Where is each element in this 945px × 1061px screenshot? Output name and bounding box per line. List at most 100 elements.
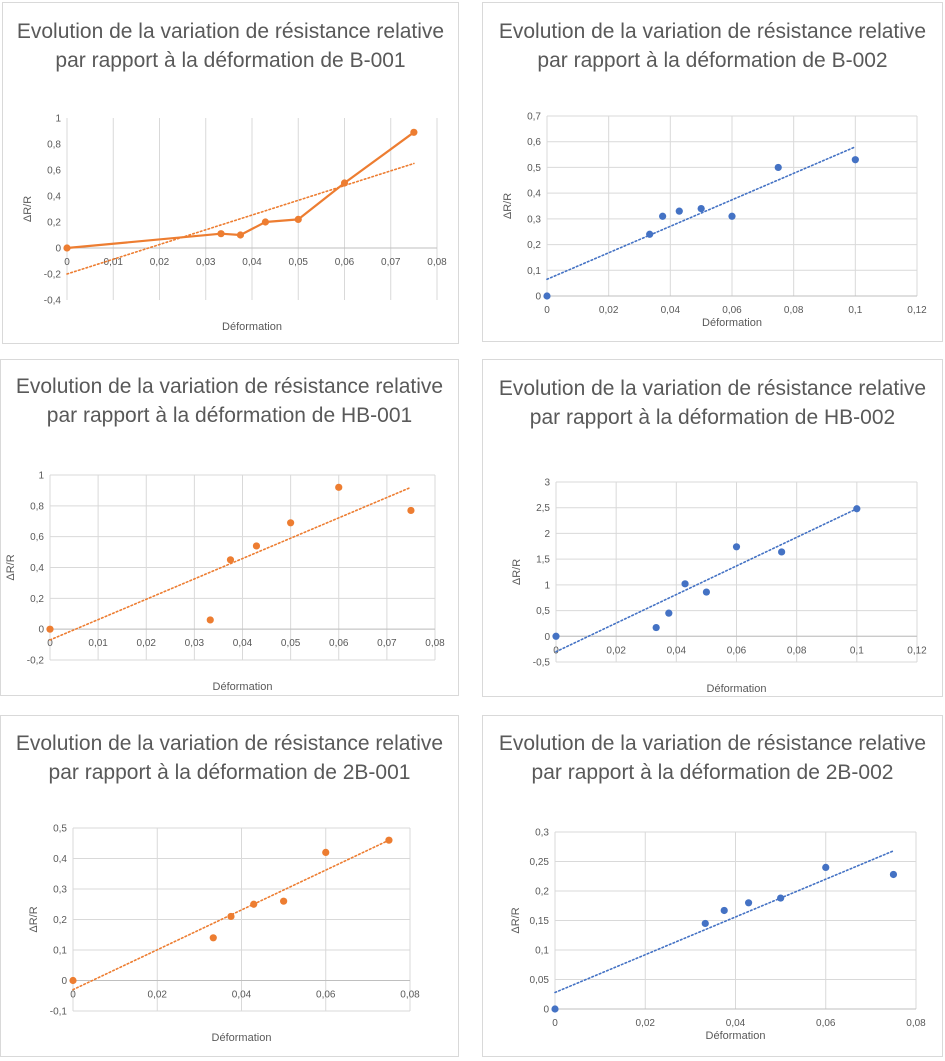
data-point (552, 632, 560, 640)
x-tick-label: 0 (70, 990, 76, 1001)
y-tick-label: 0,2 (30, 594, 44, 605)
x-tick-label: 0,08 (425, 638, 445, 649)
data-point (407, 506, 415, 515)
chart-title: Evolution de la variation de résistance … (15, 375, 444, 427)
y-tick-label: 0,2 (47, 218, 61, 229)
chart-panel-b-001: Evolution de la variation de résistance … (2, 2, 459, 344)
data-point (236, 231, 245, 239)
y-tick-label: 0,3 (53, 885, 67, 896)
x-axis-title: Déformation (706, 1030, 766, 1042)
x-tick-label: 0 (64, 257, 70, 268)
data-point (69, 976, 77, 985)
y-tick-label: 0,05 (530, 975, 550, 986)
data-point (646, 230, 654, 238)
x-axis-title: Déformation (213, 681, 273, 693)
chart-panel-2b-002: Evolution de la variation de résistance … (482, 715, 943, 1057)
trendline (49, 486, 412, 641)
x-tick-label: 0,01 (88, 638, 108, 649)
x-tick-label: 0,06 (816, 1018, 836, 1029)
data-point (720, 906, 728, 915)
x-tick-label: 0,06 (316, 990, 336, 1001)
chart-title: Evolution de la variation de résistance … (15, 732, 444, 784)
x-tick-label: 0,02 (599, 305, 619, 316)
trendline (546, 146, 857, 281)
data-point (63, 244, 71, 252)
chart-title: Evolution de la variation de résistance … (498, 377, 927, 429)
y-tick-label: 0,1 (535, 946, 549, 957)
trendline (72, 839, 390, 991)
y-tick-label: 0,4 (527, 189, 541, 200)
data-point (889, 870, 898, 879)
y-tick-label: 3 (544, 478, 550, 489)
x-tick-label: 0,07 (381, 257, 401, 268)
chart-plot: 0 0,02 0,04 0,06 0,08-0,100,10,20,30,40,5Déf… (28, 824, 420, 1045)
y-axis-title: ΔR/R (5, 554, 17, 580)
data-point (226, 556, 235, 564)
y-tick-label: 0,2 (53, 915, 67, 926)
y-tick-label: -0,2 (27, 656, 45, 667)
y-tick-label: 0 (535, 292, 541, 303)
x-tick-label: 0,02 (606, 645, 626, 656)
data-point (209, 934, 217, 942)
data-point (774, 163, 782, 172)
y-tick-label: 0,5 (53, 824, 67, 835)
data-point (681, 580, 689, 588)
data-point (227, 912, 235, 921)
data-point (744, 899, 753, 907)
x-tick-label: 0,1 (848, 305, 862, 316)
y-tick-label: 0,5 (536, 606, 550, 617)
x-tick-label: 0,01 (104, 257, 124, 268)
y-tick-label: -0,2 (44, 270, 62, 281)
data-point (287, 519, 295, 527)
y-tick-label: 0,1 (527, 266, 541, 277)
data-point (665, 609, 673, 617)
chart-panel-b-002: Evolution de la variation de résistance … (482, 2, 943, 342)
x-tick-label: 0 (544, 305, 550, 316)
data-point (410, 128, 418, 136)
data-point (252, 542, 261, 550)
trendline (66, 162, 415, 275)
x-tick-label: 0,06 (722, 305, 742, 316)
data-point (659, 212, 667, 220)
y-tick-label: 0,2 (527, 240, 541, 251)
x-tick-label: 0,04 (726, 1018, 746, 1029)
x-tick-label: 0,06 (335, 257, 355, 268)
data-point (385, 836, 393, 844)
data-point (206, 616, 214, 624)
data-point (851, 156, 859, 164)
x-axis-title: Déformation (222, 321, 282, 333)
data-point (728, 212, 736, 220)
chart-panel-hb-001: Evolution de la variation de résistance … (0, 359, 459, 696)
y-tick-label: 0 (55, 244, 61, 255)
x-tick-label: 0,05 (289, 257, 309, 268)
y-axis-title: ΔR/R (510, 907, 522, 933)
y-tick-label: 0,8 (30, 501, 44, 512)
y-tick-label: 0,3 (527, 214, 541, 225)
x-tick-label: 0,04 (661, 305, 681, 316)
chart-plot: 0 0,01 0,02 0,03 0,04 0,05 0,06 0,07 0,08-0,200,… (5, 471, 445, 694)
y-tick-label: 0,3 (535, 828, 549, 839)
data-point (322, 848, 330, 856)
data-point (340, 179, 349, 187)
chart-title: Evolution de la variation de résistance … (498, 732, 927, 784)
x-tick-label: 0,04 (667, 645, 687, 656)
data-point (778, 548, 786, 556)
y-axis-title: ΔR/R (28, 906, 40, 932)
x-axis-title: Déformation (702, 317, 762, 329)
x-tick-label: 0,06 (329, 638, 349, 649)
data-point (702, 588, 711, 596)
x-axis-title: Déformation (212, 1032, 272, 1044)
data-point (294, 215, 302, 223)
x-tick-label: 0,04 (232, 990, 252, 1001)
x-tick-label: 0,04 (233, 638, 253, 649)
y-tick-label: 0,4 (47, 192, 61, 203)
y-tick-label: 0,1 (53, 946, 67, 957)
data-point (652, 623, 660, 632)
x-tick-label: 0,08 (400, 990, 420, 1001)
x-tick-label: 0 (552, 1018, 558, 1029)
chart-plot: 0 0,02 0,04 0,06 0,08 0,1 0,12 0 0,1 0,2 0,3 0,4 0,5… (502, 112, 927, 330)
y-tick-label: 0,6 (527, 137, 541, 148)
data-point (551, 1005, 559, 1013)
data-point (732, 543, 741, 551)
chart-title: Evolution de la variation de résistance … (498, 20, 927, 72)
